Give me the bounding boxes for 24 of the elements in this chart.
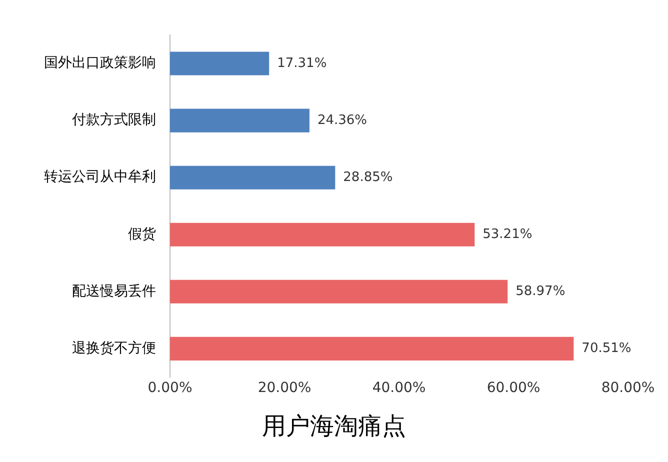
text: 用户海淘痛点 [261,412,407,442]
y-tick-label: 退换货不方便 [72,340,156,356]
y-tick-label: 配送慢易丢件 [72,283,156,300]
data-label: 17.31% [277,56,327,71]
y-tick-label: 国外出口政策影响 [44,55,156,72]
y-tick-label: 转运公司从中牟利 [44,169,156,186]
data-label: 70.51% [582,341,632,356]
data-label: 53.21% [482,226,532,242]
bar [170,336,574,360]
bar [170,52,270,76]
bar [170,166,336,190]
x-tick-label: 80.00% [601,380,655,396]
data-label: 24.36% [317,112,368,128]
data-label: 58.97% [516,284,566,300]
x-tick-label: 20.00% [258,380,312,396]
bar [170,108,310,132]
bar [170,222,475,246]
x-tick-label: 0.00% [148,380,192,396]
x-tick-label: 60.00% [486,380,540,396]
bar [170,280,508,304]
data-label: 28.85% [343,170,393,185]
y-tick-label: 付款方式限制 [71,112,156,128]
x-tick-label: 40.00% [372,380,426,396]
y-tick-label: 假货 [128,226,156,242]
